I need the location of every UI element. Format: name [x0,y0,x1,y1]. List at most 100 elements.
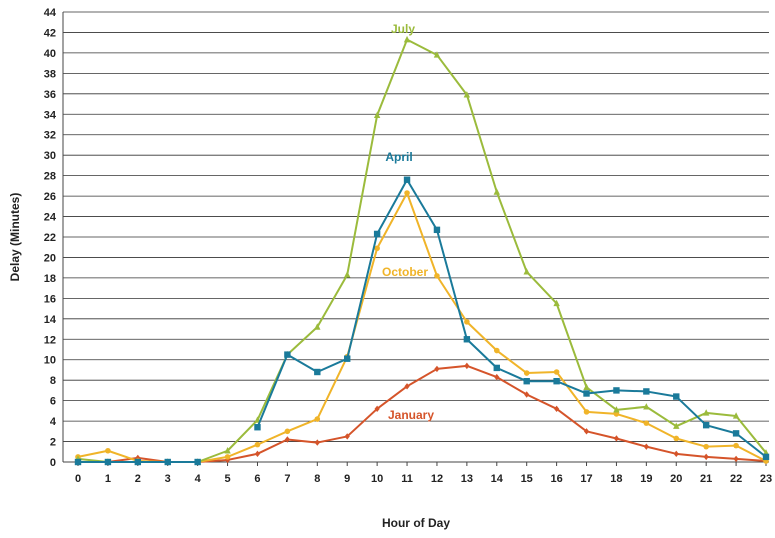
data-point [434,273,440,279]
data-point [344,355,351,362]
data-point [673,422,680,429]
x-tick-label: 13 [461,473,473,485]
y-tick-label: 32 [44,130,56,142]
series-line [256,178,767,458]
x-tick-label: 15 [521,473,533,485]
data-point [284,436,290,443]
data-point [613,406,620,413]
y-tick-label: 24 [44,212,57,224]
series-labels: July April October January [382,22,434,422]
y-tick-label: 10 [44,355,56,367]
data-point [583,409,590,415]
y-tick-label: 16 [44,293,56,305]
y-tick-label: 18 [44,273,56,285]
x-tick-label: 22 [730,473,742,485]
data-point [673,435,680,442]
data-point [554,405,560,413]
data-point [403,176,411,183]
data-point [284,351,291,358]
x-tick-label: 1 [105,473,111,485]
x-tick-label: 2 [135,473,141,485]
x-tick-label: 3 [165,473,171,485]
data-point [703,443,709,450]
series-label-july: July [391,22,415,36]
x-axis-title: Hour of Day [382,516,450,530]
data-point [553,378,560,385]
y-tick-label: 8 [50,375,56,387]
data-point [673,393,680,400]
y-tick-label: 34 [44,109,57,121]
series-label-january: January [388,408,434,422]
data-point [105,447,111,454]
data-point [314,439,320,446]
data-point [494,373,500,381]
x-axis-ticks: 0 1 2 3 4 5 6 7 8 9 10 11 12 13 14 15 16 17 18 19 20 21 22 23 [75,462,772,485]
y-tick-label: 14 [44,314,57,326]
data-point [524,391,530,398]
data-point [254,424,261,431]
y-tick-label: 36 [44,89,56,101]
data-point [224,454,231,460]
x-tick-label: 4 [195,473,202,485]
data-point [374,405,380,413]
x-tick-label: 14 [491,473,504,485]
x-tick-label: 21 [700,473,712,485]
data-point [464,362,470,370]
data-point [463,91,471,98]
y-tick-label: 44 [44,7,57,19]
x-tick-label: 18 [610,473,622,485]
series-group [74,35,770,466]
data-point [194,458,201,466]
data-point [464,319,470,325]
y-axis-title: Delay (Minutes) [8,193,22,282]
data-point [284,428,291,435]
data-point [523,378,530,385]
data-point [344,433,350,440]
data-point [523,370,530,376]
data-point [254,441,261,448]
series-april [74,176,770,466]
data-point [404,383,410,390]
data-point [702,421,710,429]
data-point [463,336,471,343]
y-tick-label: 22 [44,232,56,244]
y-tick-label: 12 [44,334,56,346]
data-point [493,347,500,354]
data-point [493,188,500,195]
x-tick-label: 20 [670,473,682,485]
data-point [583,428,590,435]
data-point [553,299,560,307]
data-point [523,268,530,275]
data-point [104,458,112,466]
data-point [613,387,620,394]
data-point [583,390,590,397]
data-point [643,403,650,410]
series-label-october: October [382,265,428,279]
y-tick-label: 38 [44,68,56,80]
data-point [403,35,411,43]
data-point [74,458,82,466]
y-tick-label: 2 [50,437,56,449]
y-tick-label: 42 [44,27,56,39]
data-point [732,430,740,437]
y-tick-label: 40 [44,48,56,60]
x-tick-label: 12 [431,473,443,485]
data-point [733,455,739,463]
data-point [134,458,142,466]
data-point [164,458,171,466]
data-point [702,409,710,416]
data-point [314,368,321,376]
data-point [344,271,351,278]
data-point [434,365,440,373]
data-point [374,245,380,252]
y-tick-label: 4 [50,416,57,428]
data-point [643,388,650,395]
x-tick-label: 8 [314,473,320,485]
data-point [643,443,649,450]
data-point [703,453,709,461]
data-point [373,230,381,238]
x-tick-label: 11 [401,473,413,485]
x-tick-label: 5 [225,473,231,485]
x-tick-label: 10 [371,473,383,485]
